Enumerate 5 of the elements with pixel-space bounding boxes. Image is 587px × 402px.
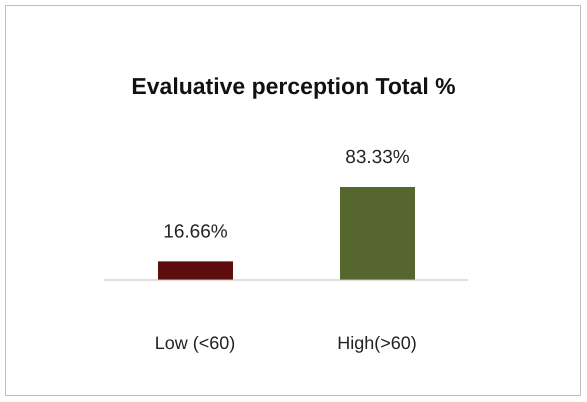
x-tick-label: Low (<60) (154, 332, 236, 353)
x-tick-label: High(>60) (337, 332, 417, 353)
data-label: 16.66% (163, 221, 228, 242)
chart-title: Evaluative perception Total % (130, 72, 457, 100)
data-label: 83.33% (345, 147, 410, 168)
